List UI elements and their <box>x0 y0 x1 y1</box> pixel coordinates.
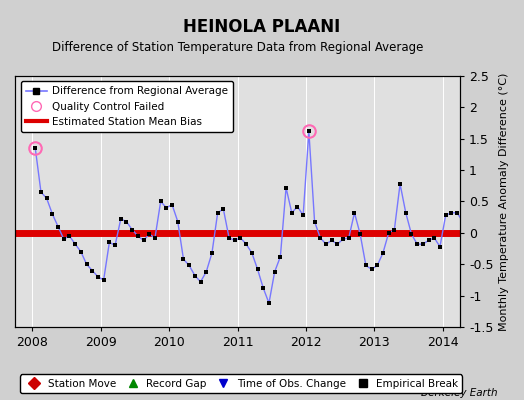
Text: Berkeley Earth: Berkeley Earth <box>421 388 498 398</box>
Legend: Station Move, Record Gap, Time of Obs. Change, Empirical Break: Station Move, Record Gap, Time of Obs. C… <box>20 374 462 393</box>
Text: HEINOLA PLAANI: HEINOLA PLAANI <box>183 18 341 36</box>
Title: Difference of Station Temperature Data from Regional Average: Difference of Station Temperature Data f… <box>52 41 423 54</box>
Y-axis label: Monthly Temperature Anomaly Difference (°C): Monthly Temperature Anomaly Difference (… <box>499 72 509 331</box>
Legend: Difference from Regional Average, Quality Control Failed, Estimated Station Mean: Difference from Regional Average, Qualit… <box>20 81 233 132</box>
